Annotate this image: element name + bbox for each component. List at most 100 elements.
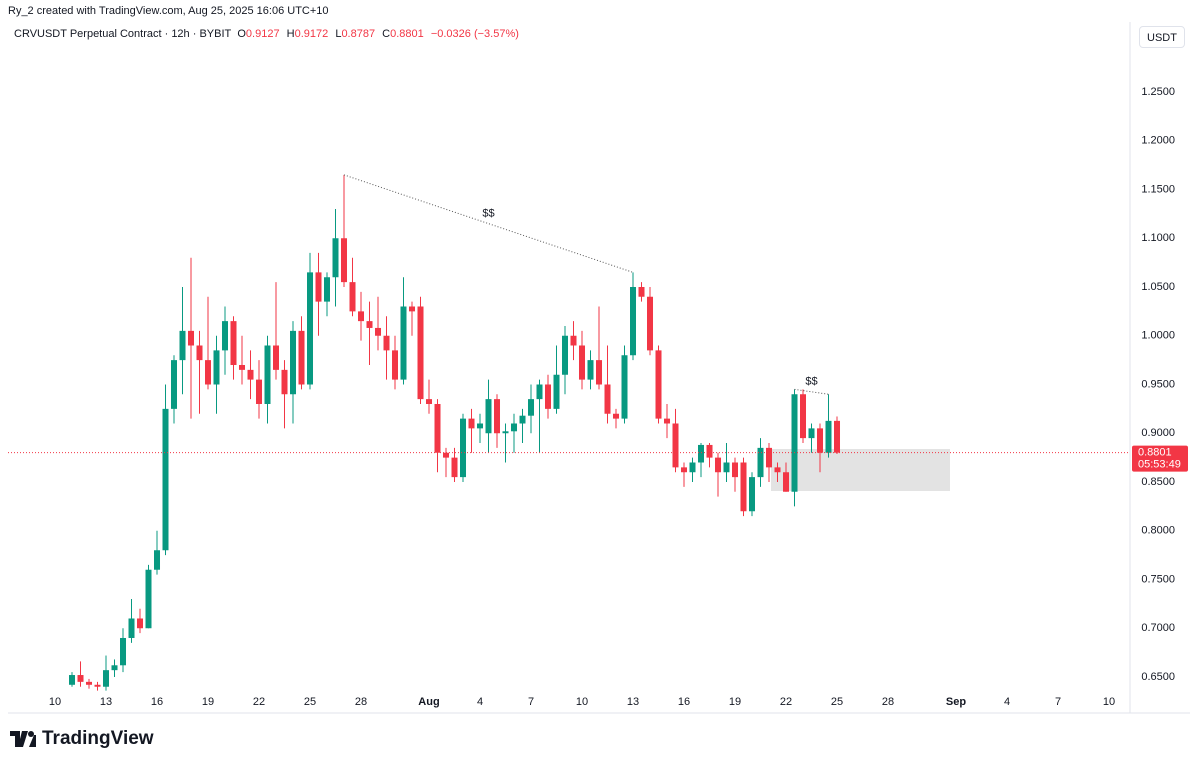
candle-body <box>239 364 246 370</box>
candle-body <box>111 665 118 671</box>
x-tick-label: 4 <box>477 696 483 708</box>
y-tick-label: 1.1500 <box>1141 183 1175 195</box>
candle-body <box>460 418 467 478</box>
candle-body <box>570 335 577 346</box>
x-tick-label: 19 <box>202 696 214 708</box>
candle-body <box>774 467 781 473</box>
zone <box>771 449 950 491</box>
candle-body <box>681 467 688 473</box>
candle-body <box>103 670 110 687</box>
x-tick-label: 22 <box>780 696 792 708</box>
change: −0.0326 (−3.57%) <box>430 28 519 40</box>
candle-body <box>502 431 509 434</box>
price-tag <box>1132 445 1188 472</box>
candle-body <box>528 399 535 416</box>
candle-body <box>587 360 594 380</box>
candle-body <box>298 330 305 385</box>
candle-body <box>128 618 135 638</box>
candle-body <box>749 477 756 512</box>
candle-body <box>808 428 815 439</box>
ohlc-label: C <box>382 28 391 40</box>
candle-body <box>791 394 798 492</box>
candle-body <box>349 282 356 312</box>
x-tick-label: 7 <box>1055 696 1061 708</box>
candle-body <box>188 330 195 346</box>
candle-body <box>630 286 637 356</box>
candle-body <box>341 238 348 283</box>
y-tick-label: 0.8500 <box>1141 476 1175 488</box>
candle-body <box>664 418 671 424</box>
candle-body <box>757 447 764 478</box>
candle-body <box>562 335 569 375</box>
brand: TradingView <box>10 728 154 750</box>
candle-body <box>162 408 169 551</box>
candle-body <box>706 444 713 458</box>
candle-body <box>613 413 620 419</box>
candle-body <box>672 423 679 468</box>
candle-body <box>732 462 739 478</box>
candle-body <box>825 420 832 453</box>
y-tick-label: 0.7500 <box>1141 573 1175 585</box>
candle-body <box>222 321 229 351</box>
logo <box>10 731 36 747</box>
candle-body <box>179 330 186 361</box>
candle-body <box>596 360 603 385</box>
candle-body <box>332 238 339 278</box>
x-tick-label: 28 <box>355 696 367 708</box>
candle-body <box>366 321 373 328</box>
x-tick-label: 7 <box>528 696 534 708</box>
x-tick-label: 25 <box>304 696 316 708</box>
candle-body <box>477 423 484 429</box>
candle-body <box>375 327 382 336</box>
candle-body <box>511 423 518 432</box>
trend-line <box>343 174 634 273</box>
candle-body <box>358 311 365 322</box>
x-tick-label: Aug <box>418 696 439 708</box>
credit: Ry_2 created with TradingView.com, Aug 2… <box>8 5 329 17</box>
x-tick-label: 13 <box>627 696 639 708</box>
candle-body <box>689 462 696 473</box>
candle-body <box>120 637 127 666</box>
candle-body <box>409 306 416 312</box>
symbol-legend: CRVUSDT Perpetual Contract · 12h · BYBIT… <box>14 28 523 40</box>
annotation: $$ <box>482 208 494 220</box>
candle-body <box>715 457 722 473</box>
ohlc-label: L <box>335 28 342 40</box>
ohlc-label: H <box>286 28 295 40</box>
price-tag-label: 0.8801 <box>1138 447 1172 459</box>
candle-body <box>647 296 654 351</box>
x-tick-label: 19 <box>729 696 741 708</box>
candle-body <box>536 384 543 400</box>
candle-body <box>655 350 662 419</box>
countdown: 05:53:49 <box>1138 459 1181 471</box>
candle-body <box>230 321 237 365</box>
candle-body <box>94 684 101 687</box>
candle-body <box>553 374 560 409</box>
y-tick-label: 0.7000 <box>1141 622 1175 634</box>
candle-body <box>281 369 288 395</box>
y-tick-label: 0.9000 <box>1141 427 1175 439</box>
candle-body <box>723 462 730 473</box>
candle-body <box>307 272 314 385</box>
candle-body <box>443 452 450 458</box>
candle-body <box>698 444 705 463</box>
candle-body <box>485 399 492 434</box>
candle-body <box>324 277 331 302</box>
candle-body <box>256 379 263 404</box>
brand-name: TradingView <box>42 728 154 749</box>
y-tick-label: 1.0000 <box>1141 330 1175 342</box>
candle-body <box>766 447 773 468</box>
x-tick-label: 28 <box>882 696 894 708</box>
ohlc-label: O <box>237 28 246 40</box>
currency-button[interactable]: USDT <box>1139 26 1185 48</box>
candle-body <box>290 330 297 395</box>
x-tick-label: 4 <box>1004 696 1010 708</box>
candle-body <box>834 420 841 453</box>
candle-body <box>205 360 212 385</box>
y-tick-label: 1.1000 <box>1141 232 1175 244</box>
candle-body <box>400 306 407 380</box>
annotation: $$ <box>805 376 817 388</box>
x-tick-label: 16 <box>151 696 163 708</box>
candle-body <box>740 462 747 512</box>
